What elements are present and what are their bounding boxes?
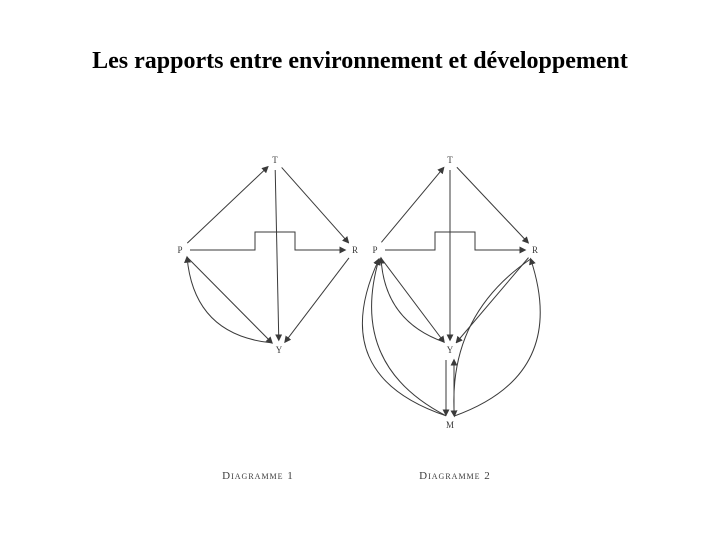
caption-diagram-1: Diagramme 1	[208, 470, 308, 482]
svg-text:R: R	[352, 245, 358, 255]
diagram-container: T P R Y T P R Y M Diagramme 1 Diagramme 2	[0, 150, 720, 490]
network-diagram: T P R Y T P R Y M	[0, 150, 720, 490]
svg-text:M: M	[446, 420, 454, 430]
caption-diagram-2: Diagramme 2	[405, 470, 505, 482]
svg-text:P: P	[177, 245, 182, 255]
svg-text:T: T	[272, 155, 278, 165]
page-title: Les rapports entre environnement et déve…	[0, 48, 720, 75]
svg-text:Y: Y	[276, 345, 283, 355]
svg-text:Y: Y	[447, 345, 454, 355]
svg-text:R: R	[532, 245, 538, 255]
svg-text:P: P	[372, 245, 377, 255]
svg-text:T: T	[447, 155, 453, 165]
